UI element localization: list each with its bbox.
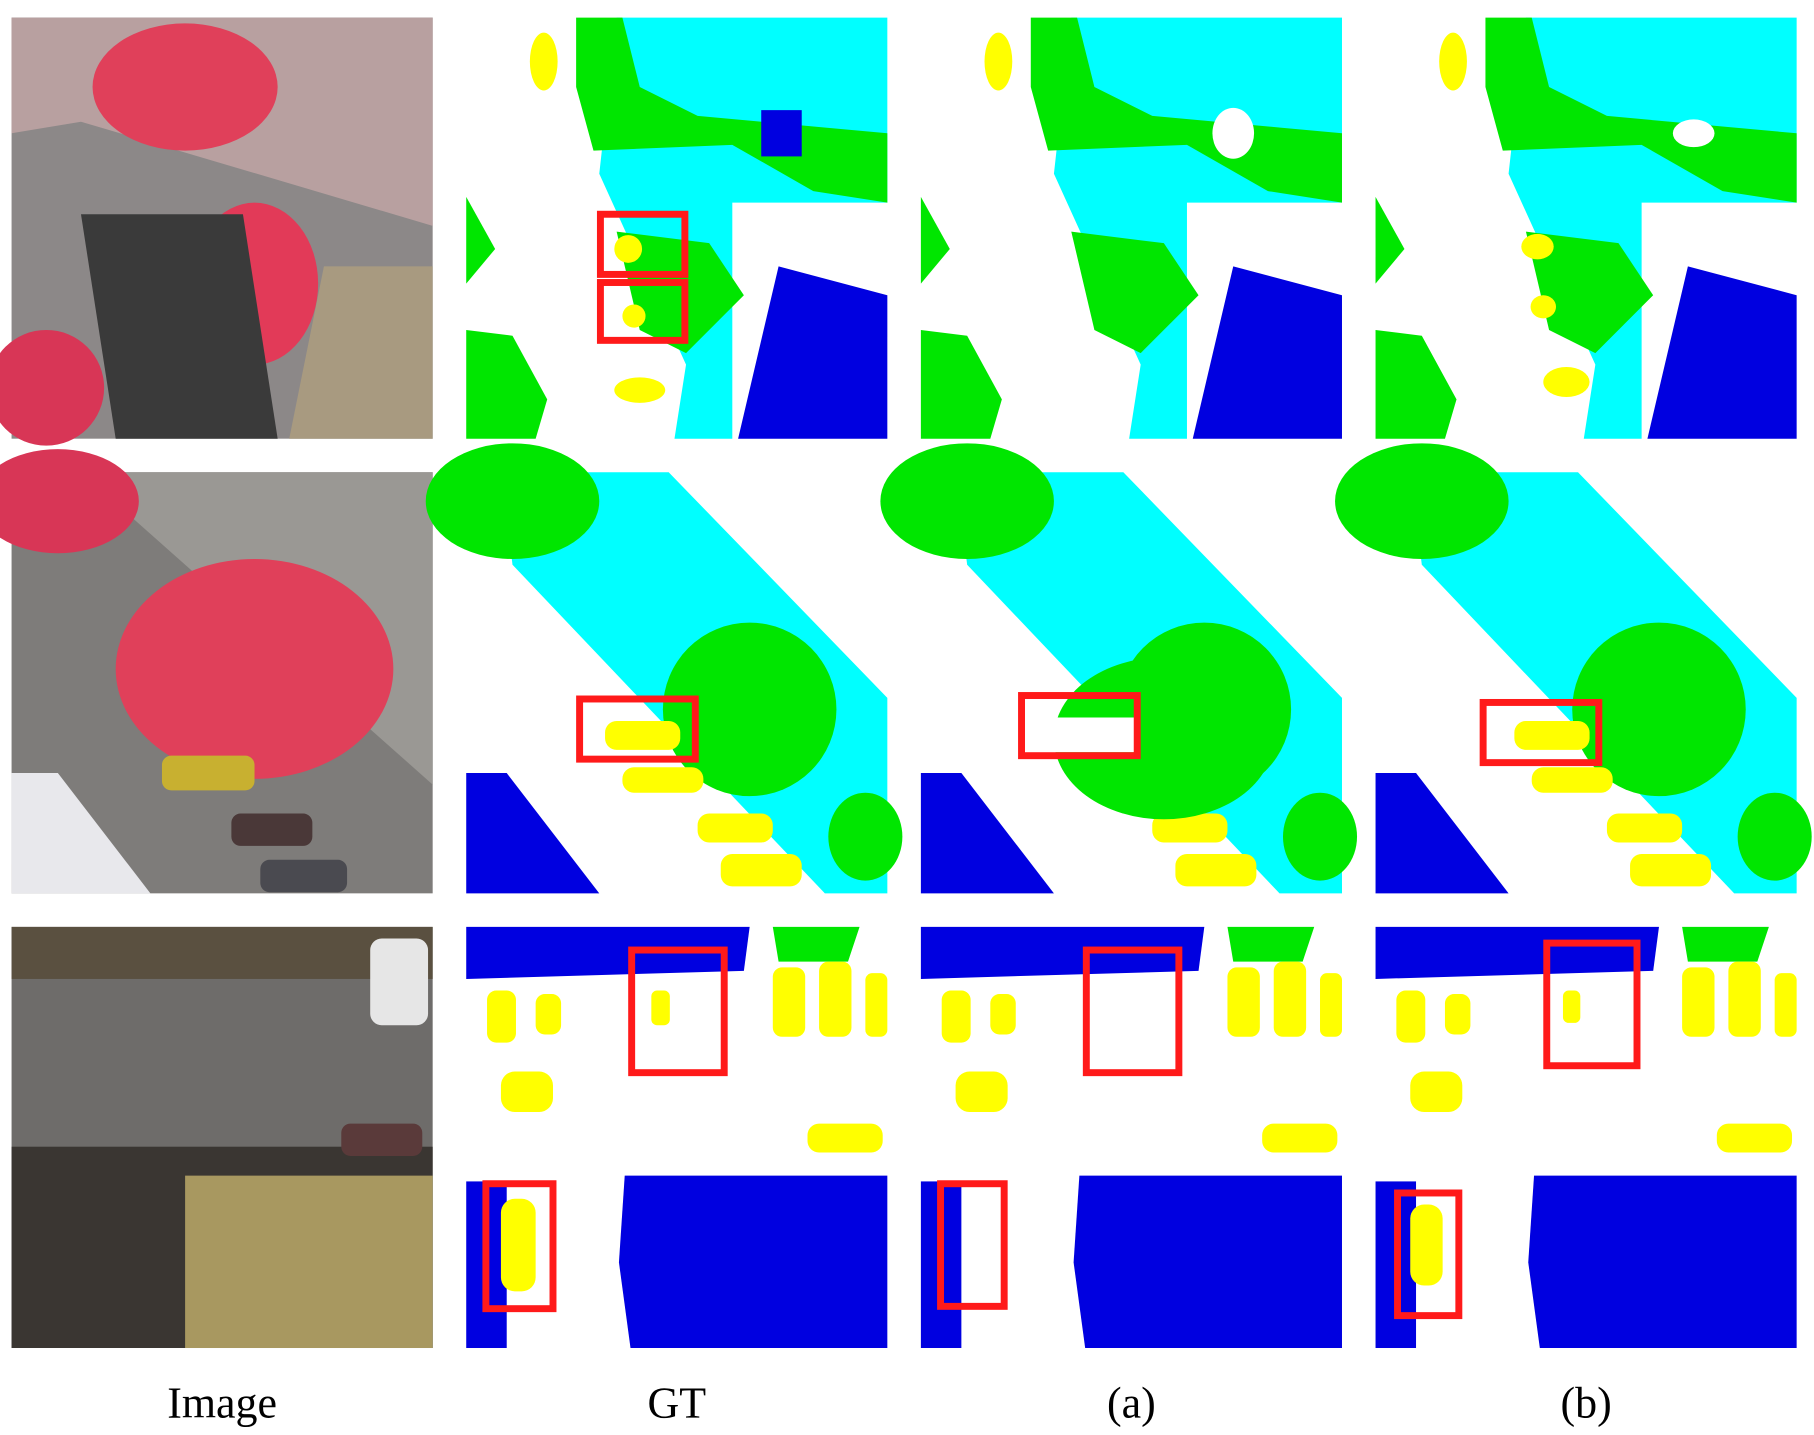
aerial-image (0, 449, 433, 894)
prediction-a (920, 926, 1342, 1349)
column-label: GT (647, 1378, 706, 1427)
prediction-b (1375, 17, 1797, 439)
aerial-image (0, 17, 433, 446)
prediction-a (880, 443, 1358, 894)
gt-map (466, 17, 888, 439)
aerial-image (11, 926, 433, 1349)
prediction-a (920, 17, 1342, 439)
prediction-b (1335, 443, 1812, 894)
column-label: Image (167, 1378, 277, 1427)
column-label: (a) (1107, 1378, 1156, 1427)
column-label: (b) (1560, 1378, 1611, 1427)
gt-map (425, 443, 903, 894)
gt-map (466, 926, 888, 1349)
prediction-b (1375, 926, 1797, 1349)
